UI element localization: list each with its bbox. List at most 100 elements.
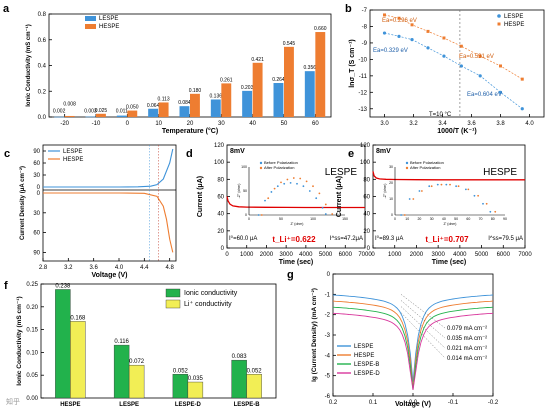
panel-c-lespe-line <box>43 148 174 188</box>
panel-b-point <box>410 23 414 27</box>
panel-g-ytick-label: -5 <box>325 374 331 380</box>
panel-e-ytick-label: 40 <box>363 212 370 218</box>
panel-c-frame <box>42 144 177 262</box>
panel-e-inset-point <box>412 198 415 200</box>
watermark: 知乎 <box>6 397 20 406</box>
panel-f-ytick-label: 0.20 <box>26 305 38 311</box>
panel-a-value-label: 0.011 <box>116 108 128 114</box>
panel-f-xtick-label: LESPE-B <box>234 402 261 408</box>
panel-b-ylabel: lnσ_T (S cm⁻¹) <box>349 39 356 88</box>
panel-e-ytick-label: 60 <box>363 195 370 201</box>
panel-e-inset-point <box>428 185 431 188</box>
panel-a-xtick-label: 10 <box>155 121 162 127</box>
panel-b-frame <box>369 9 545 118</box>
panel-b-xtick-label: 3.4 <box>438 121 447 127</box>
panel-c-xlabel: Voltage (V) <box>91 272 127 279</box>
panel-a-xtick-label: 0 <box>126 121 130 127</box>
panel-c-legend-label: HESPE <box>63 157 83 163</box>
panel-b-ytick-label: -13 <box>358 107 367 113</box>
panel-c-xtick-label: 4.0 <box>115 265 124 271</box>
panel-d-inset-ylabel: -Z'' (ohm) <box>237 184 241 199</box>
panel-b-point <box>397 34 401 38</box>
panel-g-xtick-label: -0.2 <box>488 400 499 406</box>
panel-d-title: LESPE <box>325 167 358 178</box>
panel-e-ytick-label: 80 <box>363 177 370 183</box>
panel-label-a: a <box>3 3 10 15</box>
panel-e-inset-point <box>482 202 484 205</box>
panel-d-bias-label: 8mV <box>230 148 245 155</box>
panel-e-inset-point <box>455 185 458 188</box>
panel-a-bar <box>284 46 294 117</box>
panel-a-bar <box>127 110 138 117</box>
panel-e-inset-point <box>494 210 497 213</box>
panel-a-bar <box>54 116 65 118</box>
panel-c-legend-label: LESPE <box>63 149 82 155</box>
panel-b-point <box>410 38 414 42</box>
panel-a-value-label: 0.002 <box>53 108 66 114</box>
panel-d-inset-ytick-label: 0 <box>245 213 247 217</box>
panel-e-inset-point <box>464 188 467 191</box>
panel-e-inset-legend-marker <box>405 166 409 170</box>
panel-e-frame <box>372 144 526 249</box>
panel-d-inset-point <box>312 185 314 188</box>
panel-e-inset-point <box>477 194 480 197</box>
panel-e-inset-point <box>485 202 488 205</box>
panel-c-xtick-label: 4.8 <box>165 265 174 271</box>
panel-b-point <box>459 44 463 48</box>
panel-a-value-label: 0.025 <box>95 108 108 114</box>
panel-f-ytick-label: 0.05 <box>26 373 38 379</box>
panel-d-inset-point <box>324 213 327 215</box>
panel-f-bar <box>187 381 204 399</box>
panel-d-inset-point <box>260 214 263 216</box>
panel-label-b: b <box>345 3 352 15</box>
panel-e-inset-xtick-label: 0 <box>394 217 396 221</box>
panel-c-ytick-label: 30 <box>33 173 40 179</box>
panel-g-legend-label: LESPE <box>354 344 373 350</box>
panel-e-inset-xtick-label: 70 <box>479 217 483 221</box>
panel-e-inset-point <box>473 194 476 197</box>
panel-f-value-label: 0.052 <box>173 368 189 374</box>
panel-b-legend-marker <box>497 14 501 18</box>
panel-d-xtick-label: 4000 <box>299 252 313 258</box>
panel-g-curve <box>332 312 494 390</box>
panel-f-ytick-label: 0.15 <box>26 328 38 334</box>
panel-g-annotation-leader <box>400 306 446 349</box>
panel-d-ytick-label: 80 <box>217 177 224 183</box>
panel-e-bias-label: 8mV <box>376 148 391 155</box>
panel-b-point <box>478 74 482 78</box>
panel-a-value-label: 0.261 <box>220 77 233 83</box>
panel-e-inset-xtick-label: 60 <box>466 217 470 221</box>
panel-d-annotation-tli: t_Li⁺=0.622 <box>272 235 316 244</box>
panel-d-inset-xtick-label: 50 <box>279 217 283 221</box>
panel-f-bar <box>113 344 130 399</box>
panel-a-legend-swatch <box>85 16 96 21</box>
panel-e-annotation-tli: t_Li⁺=0.707 <box>425 235 469 244</box>
panel-e-inset-ytick-label: 30 <box>389 165 393 169</box>
panel-label-c: c <box>4 148 10 160</box>
panel-c-ytick-label: 90 <box>33 250 40 256</box>
panel-a-xtick-label: -10 <box>92 121 101 127</box>
panel-e-xtick-label: 5000 <box>475 252 489 258</box>
panel-c-ytick-label: 30 <box>33 211 40 217</box>
panel-b-annotation: Ea=0.329 eV <box>373 48 408 54</box>
panel-a-value-label: 0.660 <box>314 26 327 32</box>
panel-d-ytick-label: 40 <box>217 212 224 218</box>
panel-b-annotation: T=10 °C <box>429 112 452 118</box>
panel-d-ytick-label: 0 <box>221 246 225 252</box>
panel-c-xtick-label: 3.6 <box>89 265 98 271</box>
panel-e-inset-xtick-label: 40 <box>442 217 446 221</box>
panel-a-ytick-label: 0.8 <box>38 12 47 18</box>
panel-g-ytick-label: -1 <box>325 292 331 298</box>
panel-a-ytick-label: 0.6 <box>38 38 47 44</box>
panel-d-xtick-label: 2000 <box>260 252 274 258</box>
panel-b-point <box>397 16 401 20</box>
panel-e-inset-point <box>418 190 421 192</box>
panel-a-value-label: 0.003 <box>84 108 97 114</box>
panel-e-ytick-label: 20 <box>363 229 370 235</box>
panel-a-value-label: 0.356 <box>304 65 317 71</box>
panel-g-legend-label: LESPE-B <box>354 362 379 368</box>
panel-a-bar <box>273 83 284 117</box>
panel-d-ytick-label: 60 <box>217 195 224 201</box>
panel-a-xlabel: Temperature (°C) <box>162 127 218 135</box>
panel-d-inset-legend-label: Before Polarization <box>264 160 298 165</box>
